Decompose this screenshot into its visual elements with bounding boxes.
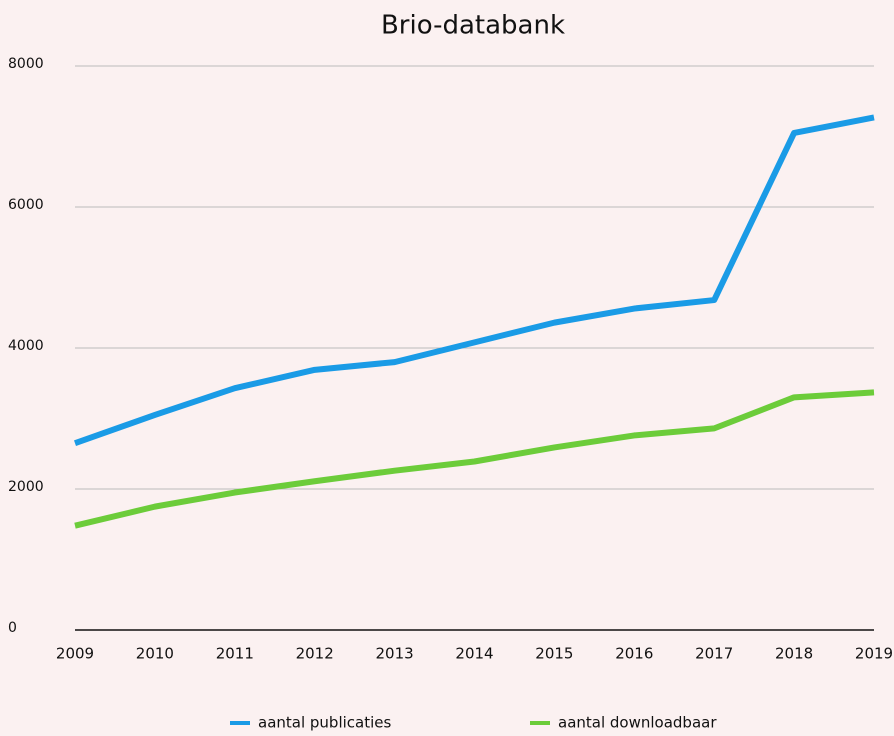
y-tick-label: 8000 [8, 56, 44, 72]
y-tick-label: 0 [8, 620, 17, 636]
x-tick-label: 2016 [615, 645, 653, 663]
x-tick-label: 2010 [136, 645, 174, 663]
y-tick-label: 6000 [8, 197, 44, 213]
x-tick-label: 2015 [535, 645, 573, 663]
series-line [74, 114, 875, 447]
legend-label: aantal publicaties [258, 714, 392, 732]
x-tick-label: 2011 [216, 645, 254, 663]
y-tick-label: 4000 [8, 338, 44, 354]
x-tick-label: 2014 [455, 645, 493, 663]
y-tick-label: 2000 [8, 479, 44, 495]
x-tick-label: 2017 [695, 645, 733, 663]
x-tick-label: 2009 [56, 645, 94, 663]
x-tick-label: 2019 [855, 645, 893, 663]
legend-label: aantal downloadbaar [558, 714, 717, 732]
x-tick-label: 2018 [775, 645, 813, 663]
chart-title: Brio-databank [381, 11, 565, 41]
series-line [74, 389, 875, 529]
x-tick-label: 2012 [296, 645, 334, 663]
x-tick-label: 2013 [376, 645, 414, 663]
